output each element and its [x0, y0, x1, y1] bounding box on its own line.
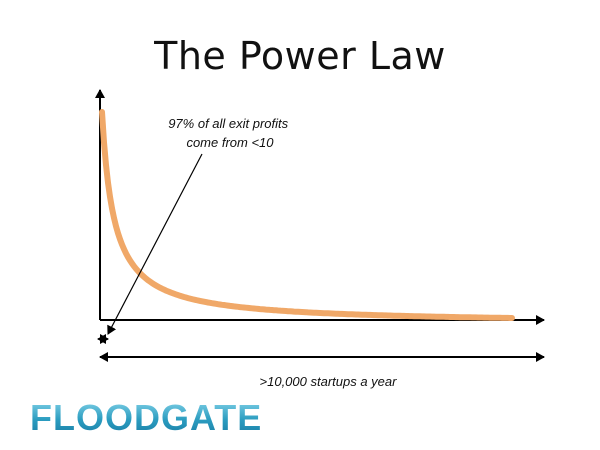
annotation-line-1: 97% of all exit profits — [168, 116, 288, 131]
startups-label: >10,000 startups a year — [260, 374, 398, 389]
annotation-top-text: 97% of all exit profits come from <10 — [168, 116, 292, 150]
annotation-line-2: come from <10 — [186, 135, 274, 150]
power-law-curve — [99, 109, 515, 321]
slide-title: The Power Law — [154, 34, 446, 78]
floodgate-logo: FLOODGATE — [30, 397, 263, 438]
annotation-pointer — [107, 153, 203, 335]
